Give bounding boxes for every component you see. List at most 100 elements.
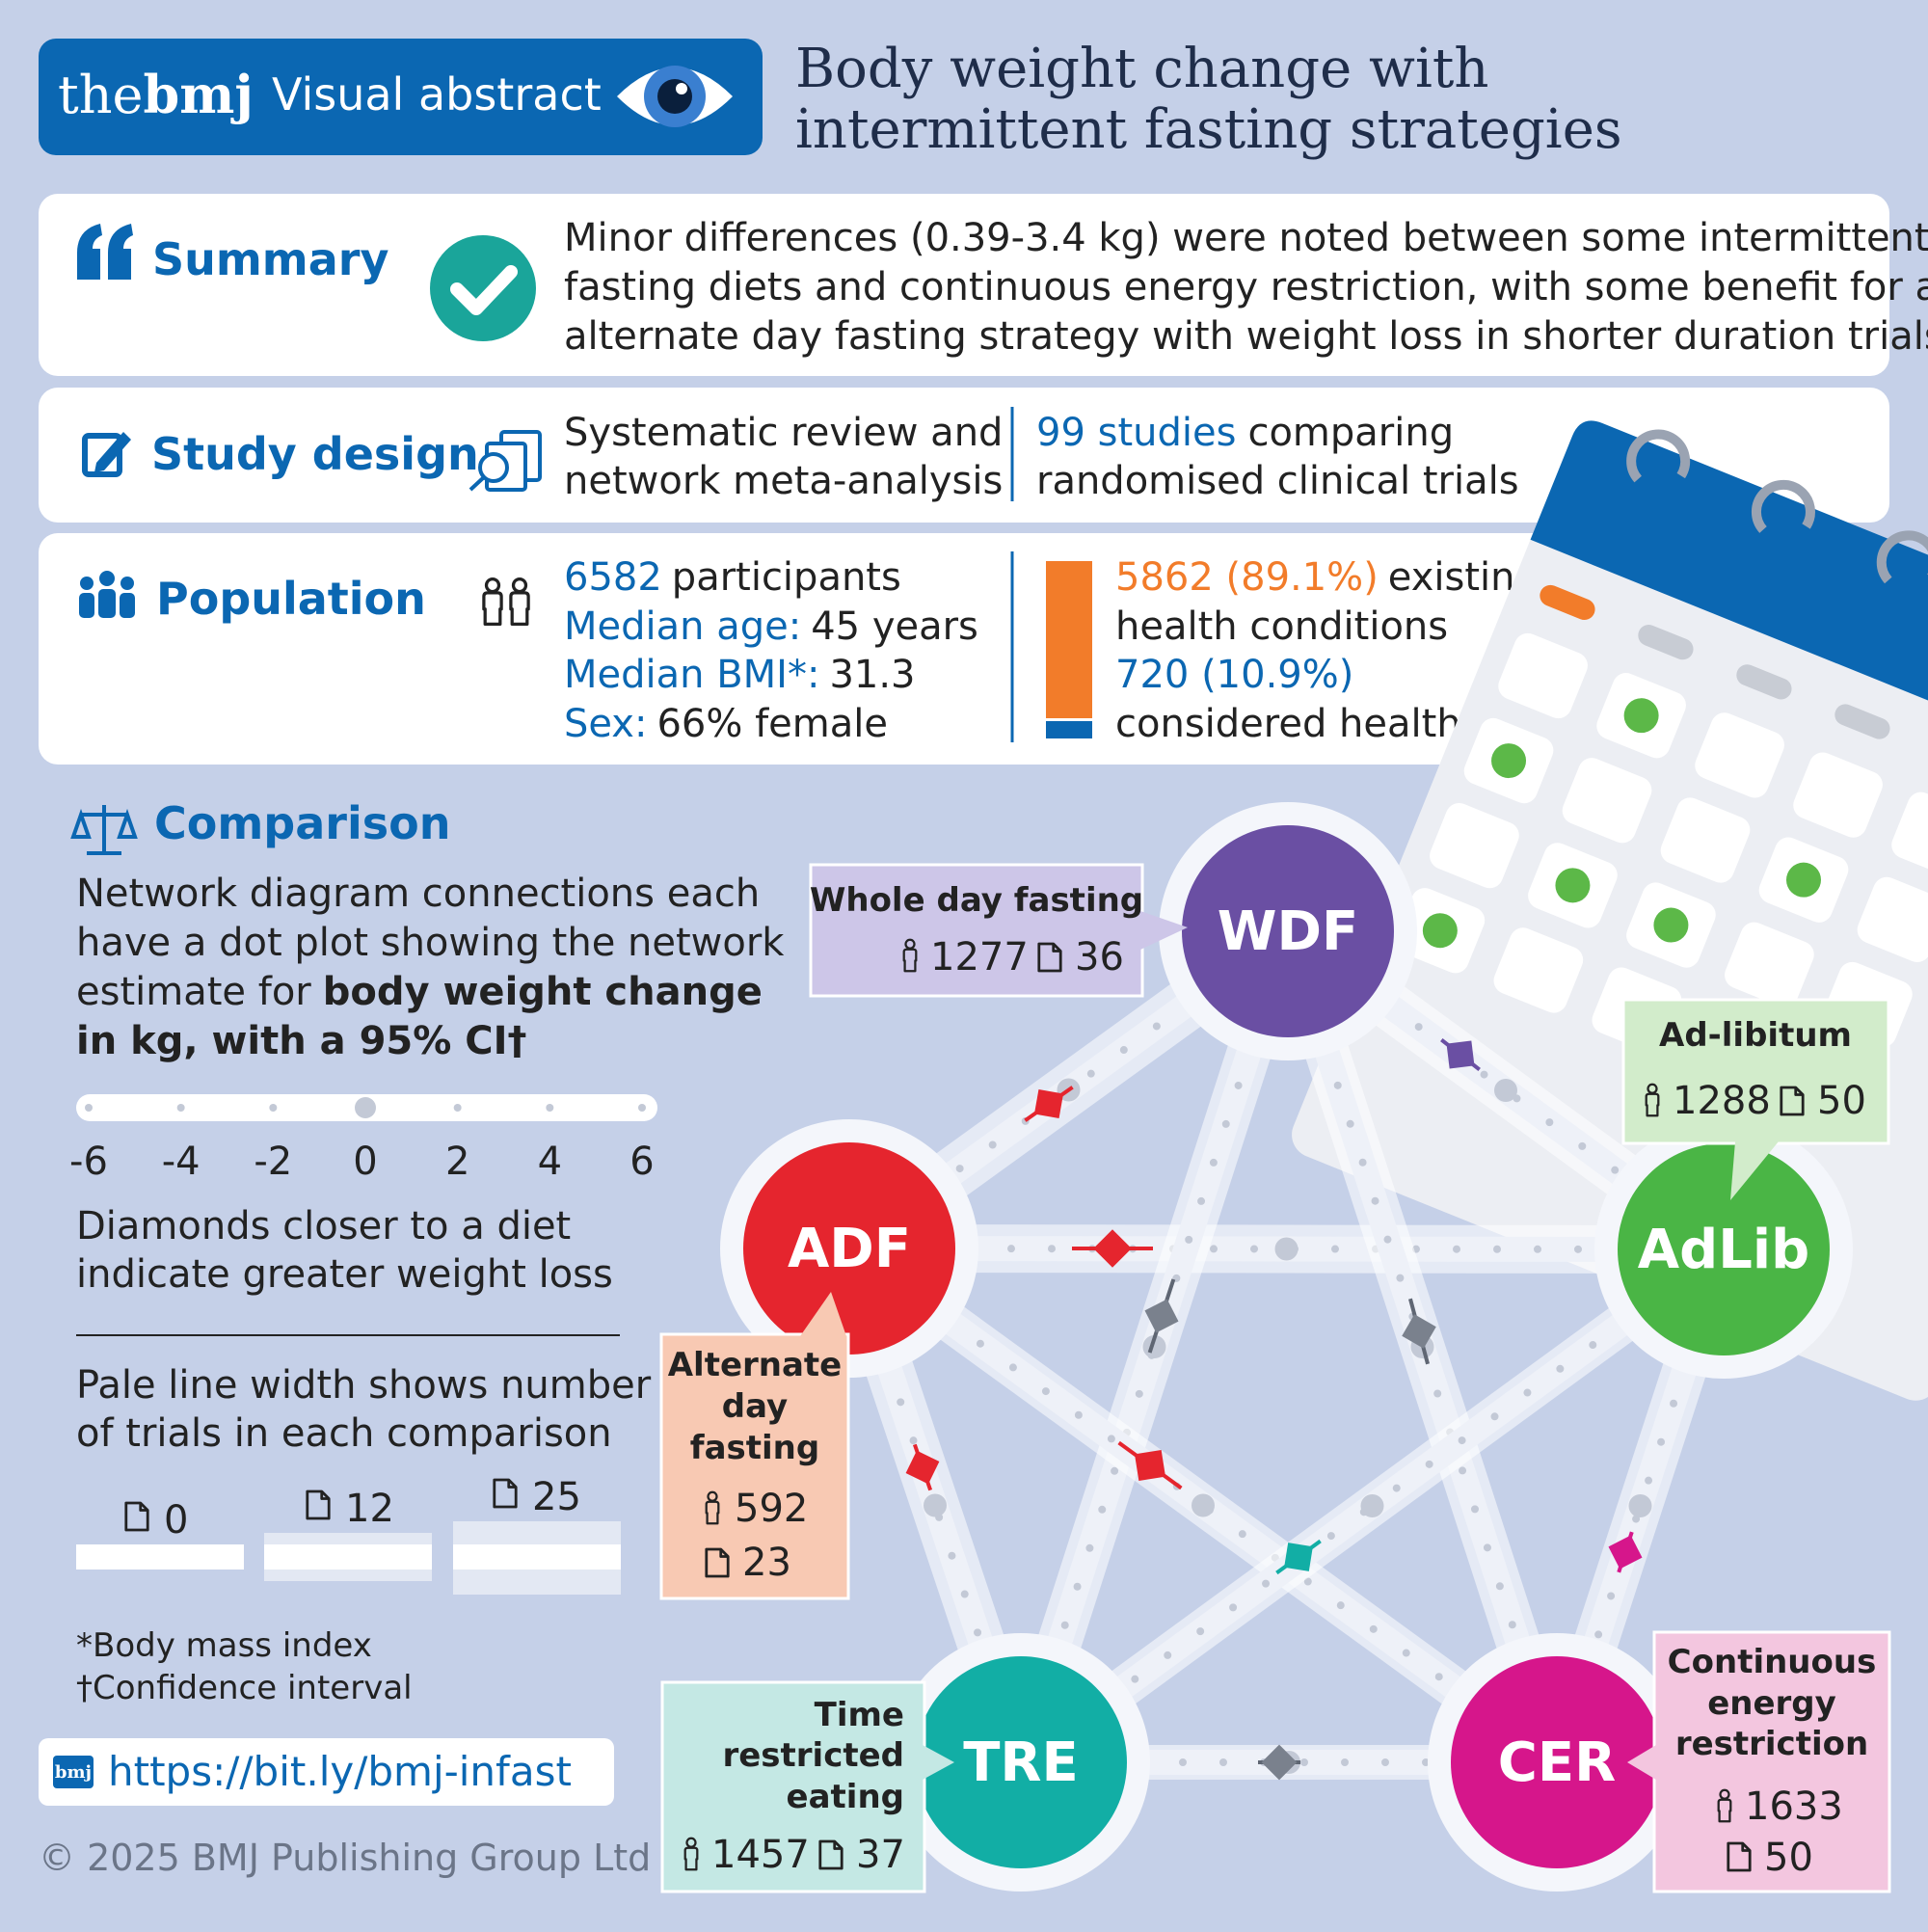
existing-count: 5862 (89.1%) [1115,555,1379,600]
summary-text: fasting diets and continuous energy rest… [564,265,1928,309]
participants: 592 [735,1487,808,1531]
brand-name: bmj [143,64,253,125]
scale-tick-label: 6 [629,1140,654,1184]
scale-tick-label: -6 [69,1140,108,1184]
scale-dot [85,1104,93,1112]
section-heading: Population [156,573,426,625]
node-code: ADF [788,1218,911,1280]
footnote: †Confidence interval [76,1669,413,1707]
bmi-value: 31.3 [829,653,915,697]
scale-tick-label: 2 [445,1140,469,1184]
node-name: energy [1707,1684,1836,1723]
width-example-label: 12 [345,1487,394,1531]
sex-label: Sex: [564,702,647,746]
trials: 37 [856,1833,905,1877]
node-name: day [722,1387,788,1426]
edge-dots [845,1245,1561,1766]
header-label: Visual abstract [272,68,602,121]
node-name: Alternate [668,1346,843,1384]
bmi-label: Median BMI*: [564,653,819,697]
participants-label: participants [672,555,901,600]
adf-box: Alternate day fasting 592 23 [659,1292,850,1600]
section-heading: Comparison [154,797,450,849]
trials: 50 [1817,1079,1866,1123]
population-line: 6582 participants [564,555,901,600]
existing-bar [1046,561,1092,718]
title-line: intermittent fasting strategies [795,98,1622,161]
scale-tick-label: 4 [538,1140,562,1184]
url-badge-text: bmj [55,1762,92,1783]
url-box[interactable] [39,1738,614,1806]
summary-text: alternate day fasting strategy with weig… [564,314,1928,359]
population-line: Median BMI*: 31.3 [564,653,916,697]
node-code: WDF [1218,900,1359,963]
edge-zero [924,1493,947,1517]
width-note: of trials in each comparison [76,1411,612,1456]
node-code: AdLib [1638,1219,1809,1281]
node-name: restriction [1675,1725,1868,1763]
studies-label: comparing [1247,411,1454,455]
width-example [264,1544,432,1570]
node-name: Ad-libitum [1659,1016,1852,1055]
node [1618,1143,1830,1355]
sex-value: 66% female [656,702,888,746]
edge-zero [1192,1493,1215,1517]
cer-box: Continuous energy restriction 1633 50 [1627,1630,1891,1893]
scale-note: indicate greater weight loss [76,1252,613,1297]
copyright: © 2025 BMJ Publishing Group Ltd [39,1837,651,1879]
node-name: Continuous [1668,1643,1877,1681]
scale-dot [546,1104,554,1112]
trials: 23 [742,1541,791,1585]
healthy-bar [1046,721,1092,738]
node-code: TRE [963,1731,1079,1794]
scale-tick-label: -2 [254,1140,292,1184]
comparison-text: estimate for body weight change [76,970,763,1014]
studies-count: 99 studies [1036,411,1236,455]
participants: 1633 [1745,1784,1843,1829]
design-text: network meta-analysis [564,459,1003,503]
review-icon [469,430,542,492]
edge-dots [1017,927,1292,1766]
population-line: Median age: 45 years [564,604,978,649]
check-icon [430,235,536,341]
scale-dot [453,1104,462,1112]
scale-note: Diamonds closer to a diet [76,1204,571,1248]
edge-dots [1284,927,1561,1766]
scale-dot [176,1104,185,1112]
population-line: considered healthy [1115,702,1484,746]
scale-dot [355,1097,376,1118]
scales-icon [70,805,138,855]
participants: 1457 [711,1833,810,1877]
participants-count: 6582 [564,555,662,600]
width-note: Pale line width shows number [76,1363,652,1408]
healthy-count: 720 (10.9%) [1115,653,1353,697]
participants: 1288 [1673,1079,1771,1123]
design-text: Systematic review and [564,411,1003,455]
header-badge [39,39,763,155]
node-name: eating [787,1778,904,1816]
age-value: 45 years [811,604,978,649]
url[interactable]: https://bit.ly/bmj-infast [108,1748,572,1795]
quote-icon [77,224,133,280]
adlib-box: Ad-libitum 1288 50 [1621,998,1890,1200]
comparison-bold: in kg, with a 95% CI† [76,1019,526,1063]
pencil-icon [82,432,131,477]
scale-tick-label: 0 [353,1140,377,1184]
node [915,1656,1127,1868]
section-heading: Summary [152,233,388,285]
comparison-bold: body weight change [323,970,763,1014]
node-code: CER [1498,1731,1616,1794]
eye-icon [617,66,733,127]
scale-tick-label: -4 [162,1140,201,1184]
calendar-illustration [1292,420,1928,1401]
scale-dot [638,1104,646,1112]
footnote: *Body mass index [76,1626,372,1665]
population-line: health conditions [1115,604,1448,649]
wdf-box: Whole day fasting 1277 36 [809,863,1188,998]
node-name: fasting [690,1429,819,1467]
url-badge [53,1756,94,1788]
node [1182,825,1394,1037]
scale-ticks: -6 -4 -2 0 2 4 6 [69,1097,655,1184]
